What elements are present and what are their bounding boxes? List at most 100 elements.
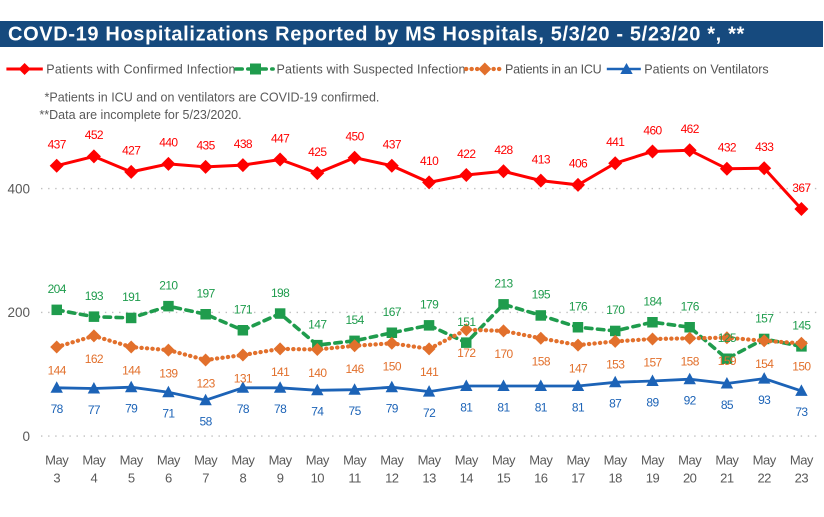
svg-text:131: 131 xyxy=(234,371,253,385)
svg-text:81: 81 xyxy=(460,400,473,414)
svg-text:May: May xyxy=(380,452,404,467)
svg-text:450: 450 xyxy=(345,130,364,144)
svg-text:May: May xyxy=(492,452,516,467)
svg-text:71: 71 xyxy=(162,407,175,421)
svg-text:460: 460 xyxy=(643,123,662,137)
svg-text:Patients in an ICU: Patients in an ICU xyxy=(505,63,602,77)
svg-text:89: 89 xyxy=(646,395,659,409)
svg-text:May: May xyxy=(343,452,367,467)
svg-text:19: 19 xyxy=(646,470,660,485)
svg-text:193: 193 xyxy=(85,289,104,303)
svg-text:17: 17 xyxy=(571,470,585,485)
svg-text:171: 171 xyxy=(234,303,253,317)
svg-text:May: May xyxy=(306,452,330,467)
svg-text:22: 22 xyxy=(757,470,771,485)
svg-text:176: 176 xyxy=(681,300,700,314)
svg-text:150: 150 xyxy=(383,360,402,374)
svg-text:**Data are incomplete for 5/23: **Data are incomplete for 5/23/2020. xyxy=(39,108,241,122)
svg-text:81: 81 xyxy=(535,400,548,414)
svg-text:406: 406 xyxy=(569,157,588,171)
svg-text:14: 14 xyxy=(460,470,474,485)
svg-text:8: 8 xyxy=(240,470,247,485)
svg-text:58: 58 xyxy=(200,415,213,429)
svg-text:87: 87 xyxy=(609,397,622,411)
svg-text:74: 74 xyxy=(311,405,324,419)
svg-text:441: 441 xyxy=(606,135,625,149)
svg-text:410: 410 xyxy=(420,154,439,168)
svg-text:10: 10 xyxy=(311,470,325,485)
svg-text:May: May xyxy=(194,452,218,467)
svg-text:146: 146 xyxy=(345,362,364,376)
svg-text:195: 195 xyxy=(532,288,551,302)
svg-text:170: 170 xyxy=(606,303,625,317)
svg-text:21: 21 xyxy=(720,470,734,485)
svg-text:154: 154 xyxy=(345,313,364,327)
svg-text:15: 15 xyxy=(497,470,511,485)
svg-text:400: 400 xyxy=(7,181,30,196)
svg-text:81: 81 xyxy=(572,400,585,414)
svg-text:79: 79 xyxy=(125,402,138,416)
svg-text:422: 422 xyxy=(457,147,476,161)
svg-text:184: 184 xyxy=(643,295,662,309)
svg-text:144: 144 xyxy=(122,363,141,377)
svg-text:20: 20 xyxy=(683,470,697,485)
svg-text:435: 435 xyxy=(196,139,215,153)
svg-text:197: 197 xyxy=(196,287,215,301)
svg-text:170: 170 xyxy=(494,347,513,361)
svg-text:78: 78 xyxy=(237,402,250,416)
svg-text:*Patients in ICU and on ventil: *Patients in ICU and on ventilators are … xyxy=(45,91,380,105)
svg-text:May: May xyxy=(529,452,553,467)
svg-text:May: May xyxy=(157,452,181,467)
svg-text:May: May xyxy=(566,452,590,467)
svg-text:79: 79 xyxy=(386,402,399,416)
svg-text:213: 213 xyxy=(494,277,513,291)
svg-text:437: 437 xyxy=(383,138,402,152)
svg-text:Patients on Ventilators: Patients on Ventilators xyxy=(644,63,768,77)
svg-text:432: 432 xyxy=(718,141,737,155)
svg-text:May: May xyxy=(604,452,628,467)
svg-text:153: 153 xyxy=(606,358,625,372)
svg-text:May: May xyxy=(455,452,479,467)
svg-text:139: 139 xyxy=(159,366,178,380)
svg-text:12: 12 xyxy=(385,470,399,485)
svg-text:75: 75 xyxy=(349,404,362,418)
svg-text:452: 452 xyxy=(85,128,104,142)
svg-text:204: 204 xyxy=(48,282,67,296)
svg-text:172: 172 xyxy=(457,346,476,360)
svg-text:198: 198 xyxy=(271,286,290,300)
svg-text:413: 413 xyxy=(532,152,551,166)
svg-text:144: 144 xyxy=(48,363,67,377)
svg-text:154: 154 xyxy=(755,357,774,371)
svg-text:462: 462 xyxy=(681,122,700,136)
svg-text:9: 9 xyxy=(277,470,284,485)
svg-text:425: 425 xyxy=(308,145,327,159)
svg-text:157: 157 xyxy=(755,311,774,325)
svg-text:3: 3 xyxy=(53,470,60,485)
svg-text:May: May xyxy=(418,452,442,467)
svg-text:16: 16 xyxy=(534,470,548,485)
svg-text:123: 123 xyxy=(196,376,215,390)
svg-text:438: 438 xyxy=(234,137,253,151)
svg-text:5: 5 xyxy=(128,470,135,485)
svg-text:Patients with Suspected Infect: Patients with Suspected Infection xyxy=(277,63,466,77)
svg-text:191: 191 xyxy=(122,290,141,304)
svg-text:Patients with Confirmed Infect: Patients with Confirmed Infection xyxy=(46,63,235,77)
svg-text:440: 440 xyxy=(159,136,178,150)
svg-text:147: 147 xyxy=(569,361,588,375)
svg-text:167: 167 xyxy=(383,305,402,319)
svg-text:72: 72 xyxy=(423,406,436,420)
svg-text:7: 7 xyxy=(202,470,209,485)
svg-text:13: 13 xyxy=(422,470,436,485)
svg-text:151: 151 xyxy=(457,315,476,329)
svg-text:125: 125 xyxy=(718,331,737,345)
svg-text:437: 437 xyxy=(48,138,67,152)
svg-text:COVD-19 Hospitalizations Repor: COVD-19 Hospitalizations Reported by MS … xyxy=(8,24,745,46)
svg-text:May: May xyxy=(715,452,739,467)
svg-text:140: 140 xyxy=(308,366,327,380)
svg-text:81: 81 xyxy=(497,400,510,414)
svg-text:179: 179 xyxy=(420,298,439,312)
svg-text:May: May xyxy=(641,452,665,467)
svg-text:92: 92 xyxy=(684,394,697,408)
svg-text:200: 200 xyxy=(7,305,30,320)
svg-text:159: 159 xyxy=(718,354,737,368)
